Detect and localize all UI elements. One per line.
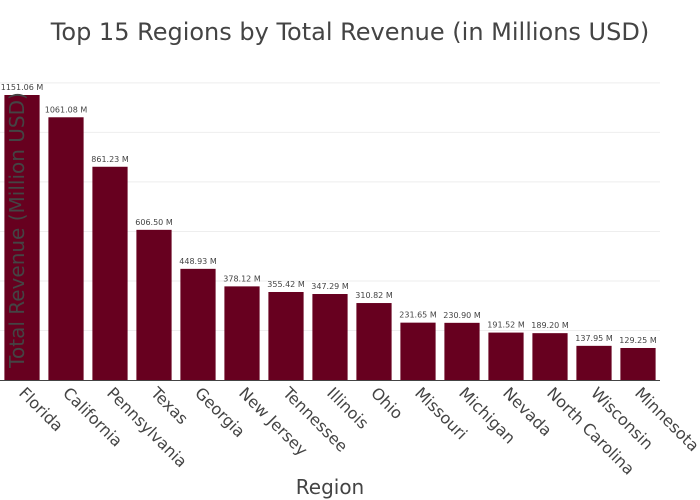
bar-north-carolina [532, 333, 568, 380]
bar-missouri [400, 322, 436, 380]
x-tick-label: Ohio [367, 383, 407, 423]
data-label: 347.29 M [311, 282, 349, 291]
data-label: 606.50 M [135, 218, 173, 227]
bar-minnesota [620, 347, 656, 380]
x-tick-label: Florida [15, 383, 67, 435]
bar-texas [136, 229, 172, 380]
data-labels: 1151.06 M 1061.08 M 861.23 M 606.50 M 448.93… [1, 83, 657, 345]
data-label: 137.95 M [575, 334, 613, 343]
data-label: 230.90 M [443, 311, 481, 320]
data-label: 231.65 M [399, 311, 437, 320]
data-label: 129.25 M [619, 336, 657, 345]
bar-california [48, 117, 84, 381]
bar-wisconsin [576, 345, 612, 380]
bar-tennessee [268, 291, 304, 380]
bar-new-jersey [224, 286, 260, 380]
bar-nevada [488, 332, 524, 380]
data-label: 189.20 M [531, 321, 569, 330]
bar-pennsylvania [92, 166, 128, 380]
data-label: 861.23 M [91, 155, 129, 164]
data-label: 378.12 M [223, 274, 261, 283]
bars [4, 94, 656, 381]
bar-georgia [180, 268, 216, 380]
data-label: 355.42 M [267, 280, 305, 289]
data-label: 310.82 M [355, 291, 393, 300]
data-label: 1061.08 M [45, 105, 88, 114]
data-label: 448.93 M [179, 257, 217, 266]
y-axis-title: Total Revenue (Million USD) [5, 92, 29, 369]
bar-michigan [444, 322, 480, 380]
chart-title: Top 15 Regions by Total Revenue (in Mill… [50, 18, 649, 46]
bar-ohio [356, 303, 392, 380]
x-axis-title: Region [296, 475, 364, 499]
bar-illinois [312, 294, 348, 380]
bar-florida [4, 94, 40, 380]
data-label: 1151.06 M [1, 83, 44, 92]
data-label: 191.52 M [487, 321, 525, 330]
